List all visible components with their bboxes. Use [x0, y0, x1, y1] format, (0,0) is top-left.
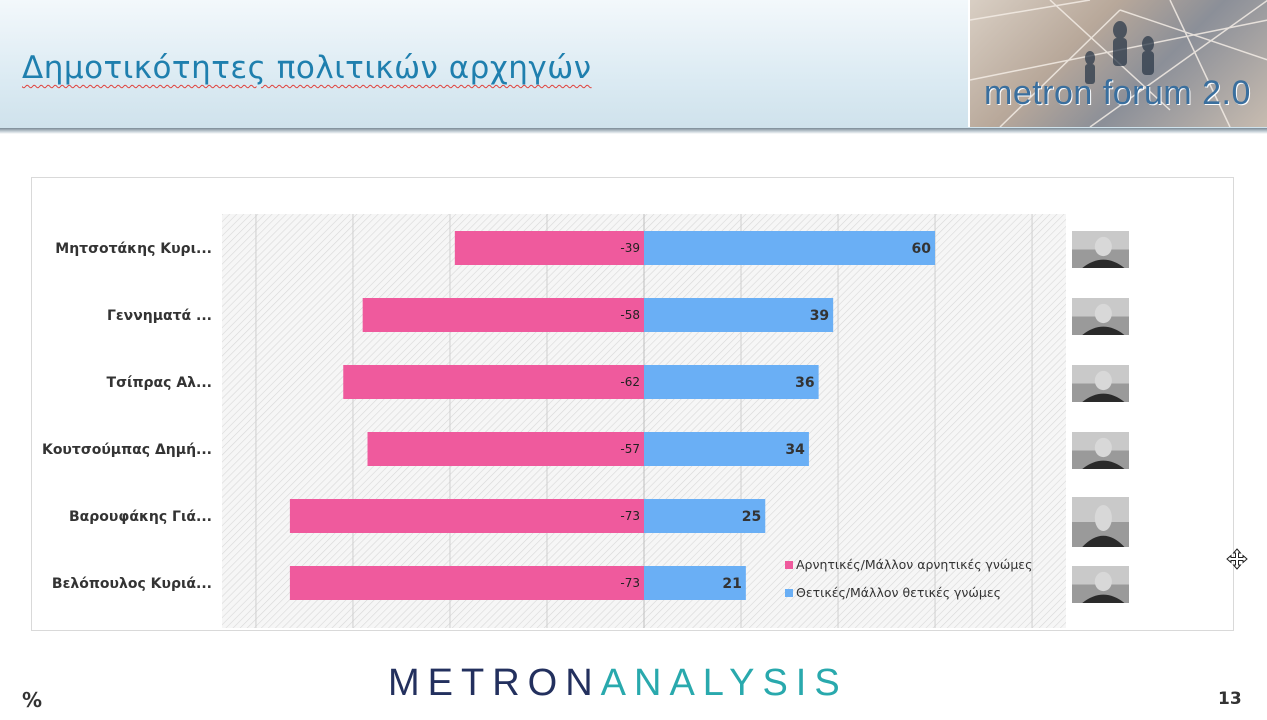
- move-cursor-icon: [1226, 548, 1248, 570]
- category-label: Τσίπρας Αλ...: [107, 375, 212, 391]
- legend-label: Αρνητικές/Μάλλον αρνητικές γνώμες: [796, 557, 1032, 572]
- metron-analysis-logo: METRONANALYSIS: [388, 662, 848, 705]
- data-label-negative: -73: [620, 509, 640, 523]
- bar-positive: [644, 566, 746, 600]
- portrait-icon: [1072, 365, 1129, 402]
- data-label-negative: -62: [620, 375, 640, 389]
- data-label-negative: -57: [620, 442, 640, 456]
- category-label: Γεννηματά ...: [107, 308, 212, 324]
- legend-swatch: [785, 589, 793, 597]
- data-label-positive: 36: [795, 375, 814, 391]
- data-label-positive: 34: [785, 442, 805, 458]
- page-title: Δημοτικότητες πολιτικών αρχηγών: [22, 50, 592, 86]
- portrait-icon: [1072, 432, 1129, 469]
- bar-negative: [289, 499, 644, 533]
- page-number: 13: [1218, 689, 1242, 709]
- legend-swatch: [785, 561, 793, 569]
- portrait-icon: [1072, 298, 1129, 335]
- category-label: Βαρουφάκης Γιά...: [69, 509, 212, 525]
- legend-label: Θετικές/Μάλλον θετικές γνώμες: [796, 585, 1001, 600]
- bar-negative: [343, 365, 644, 399]
- bar-positive: [644, 298, 834, 332]
- bar-negative: [367, 432, 644, 466]
- category-label: Μητσοτάκης Κυρι...: [55, 241, 212, 257]
- bar-positive: [644, 499, 766, 533]
- logo-background-graphic: [970, 0, 1267, 127]
- header-divider: [0, 128, 1267, 134]
- portrait-icon: [1072, 566, 1129, 603]
- bar-positive: [644, 365, 819, 399]
- chart-container: Μητσοτάκης Κυρι... -39 60 Γεννηματά ... -58 3…: [31, 177, 1234, 631]
- brand-metron: METRON: [388, 662, 601, 704]
- category-label: Βελόπουλος Κυριά...: [52, 576, 212, 592]
- data-label-negative: -58: [620, 308, 640, 322]
- bar-negative: [454, 231, 644, 265]
- data-label-positive: 39: [810, 308, 829, 324]
- portrait-icon: [1072, 231, 1129, 268]
- data-label-positive: 21: [722, 576, 741, 592]
- bar-positive: [644, 231, 936, 265]
- bar-positive: [644, 432, 809, 466]
- diverging-bar-chart: Μητσοτάκης Κυρι... -39 60 Γεννηματά ... -58 3…: [42, 214, 1129, 628]
- data-label-negative: -73: [620, 576, 640, 590]
- bar-negative: [289, 566, 644, 600]
- brand-analysis: ANALYSIS: [600, 662, 848, 704]
- category-label: Κουτσούμπας Δημή...: [42, 442, 212, 458]
- portrait-icon: [1072, 497, 1129, 547]
- data-label-negative: -39: [620, 241, 640, 255]
- unit-label: %: [22, 688, 43, 712]
- logo-text: metron forum 2.0: [984, 74, 1251, 112]
- data-label-positive: 25: [742, 509, 761, 525]
- data-label-positive: 60: [912, 241, 932, 257]
- bar-negative: [362, 298, 644, 332]
- metron-forum-logo: metron forum 2.0: [968, 0, 1267, 127]
